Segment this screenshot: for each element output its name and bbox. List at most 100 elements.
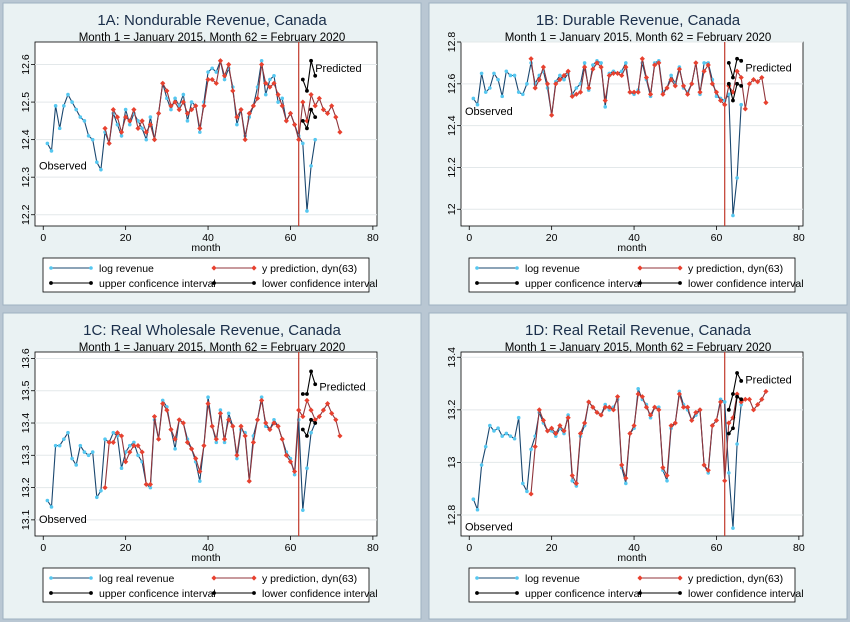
data-point-observed: [62, 104, 66, 108]
data-point-observed: [488, 86, 492, 90]
y-tick-label: 13: [446, 456, 458, 468]
data-point-predicted: [672, 83, 678, 89]
legend-item-predicted: y prediction, dyn(63): [637, 573, 783, 585]
data-point-observed: [62, 437, 66, 441]
data-point-predicted: [553, 430, 559, 437]
data-point-observed: [309, 164, 313, 168]
data-point-observed: [483, 90, 488, 94]
data-point-observed: [53, 443, 58, 448]
data-point-observed: [301, 508, 305, 512]
data-point-predicted: [738, 74, 744, 81]
data-point-predicted: [324, 110, 331, 116]
chart-subtitle: Month 1 = January 2015, Month 62 = Febru…: [79, 342, 346, 354]
data-point-predicted: [528, 56, 534, 62]
data-point-predicted: [647, 91, 654, 97]
legend-swatch-marker: [475, 281, 479, 285]
data-point-predicted: [156, 110, 162, 116]
data-point-observed: [566, 413, 570, 417]
legend-swatch-marker: [49, 266, 53, 270]
data-point-predicted: [664, 85, 670, 91]
legend-swatch-marker: [89, 266, 93, 270]
data-point-predicted: [627, 89, 633, 95]
data-point-predicted: [722, 102, 728, 108]
data-point-observed: [475, 507, 480, 512]
data-point-predicted: [180, 420, 186, 426]
data-point-predicted: [316, 413, 322, 420]
chart-title: 1D: Real Retail Revenue, Canada: [525, 322, 752, 339]
legend-item-lower: lower confidence interval: [638, 278, 804, 290]
y-tick-label: 12.4: [446, 115, 458, 136]
data-point-observed: [45, 141, 50, 146]
data-point-predicted: [763, 388, 769, 395]
data-point-predicted: [180, 99, 186, 105]
data-point-observed: [86, 134, 91, 138]
data-point-observed: [148, 115, 153, 119]
data-point-predicted: [184, 439, 191, 445]
data-point-predicted: [759, 74, 765, 81]
legend-swatch-marker: [89, 281, 93, 285]
legend-item-upper: upper conficence interval: [475, 588, 642, 600]
data-point-lower: [739, 397, 744, 402]
annotation-observed: Observed: [465, 106, 513, 118]
annotation-observed: Observed: [39, 514, 87, 526]
data-point-observed: [127, 122, 132, 127]
data-point-observed: [574, 484, 579, 488]
data-point-observed: [516, 90, 521, 94]
data-point-observed: [66, 430, 70, 435]
data-point-predicted: [283, 118, 289, 124]
data-point-predicted: [213, 436, 219, 442]
data-point-observed: [727, 92, 731, 97]
plot-area: [34, 41, 378, 227]
x-tick-label: 80: [793, 232, 805, 244]
data-point-predicted: [337, 129, 343, 135]
data-point-observed: [665, 479, 669, 483]
y-tick-label: 12: [446, 203, 458, 215]
data-point-lower: [731, 98, 735, 103]
y-tick-label: 13.3: [20, 445, 32, 466]
legend: [42, 257, 370, 293]
legend-label: lower confidence interval: [262, 278, 378, 290]
legend-swatch-marker: [252, 281, 256, 285]
data-point-observed: [669, 73, 673, 78]
data-point-observed: [272, 73, 276, 78]
data-point-predicted: [102, 484, 108, 491]
data-point-predicted: [643, 74, 650, 81]
data-point-predicted: [213, 80, 219, 86]
y-tick-label: 12.2: [446, 157, 458, 178]
data-point-predicted: [701, 68, 707, 74]
data-point-lower: [300, 427, 305, 432]
legend-label: y prediction, dyn(63): [262, 263, 357, 275]
data-point-predicted: [275, 91, 281, 98]
legend-item-lower: lower confidence interval: [212, 278, 378, 290]
data-point-predicted: [217, 58, 224, 64]
data-point-predicted: [279, 103, 285, 109]
x-tick-label: 80: [367, 542, 379, 554]
x-axis-label: month: [617, 552, 646, 564]
legend-swatch-marker: [677, 575, 683, 581]
data-point-upper: [309, 369, 313, 374]
data-point-observed: [521, 481, 525, 486]
data-point-predicted: [742, 396, 748, 402]
data-point-predicted: [746, 81, 753, 87]
data-point-predicted: [209, 76, 215, 83]
data-point-observed: [206, 395, 210, 399]
data-point-predicted: [114, 430, 121, 436]
data-point-predicted: [263, 420, 269, 426]
legend-swatch-marker: [637, 265, 643, 271]
data-point-observed: [210, 66, 214, 71]
legend-swatch-marker: [252, 591, 256, 595]
data-point-predicted: [242, 433, 248, 439]
data-point-predicted: [308, 407, 314, 413]
data-point-predicted: [118, 129, 125, 135]
data-point-predicted: [201, 443, 207, 449]
chart-panel-1b: 1B: Durable Revenue, Canada Month 1 = Jan…: [428, 2, 848, 306]
legend-label: upper conficence interval: [99, 278, 216, 290]
series-lower: [300, 417, 318, 438]
legend-swatch-marker: [677, 265, 683, 271]
legend-label: y prediction, dyn(63): [688, 263, 783, 275]
data-point-predicted: [197, 125, 203, 131]
legend-label: log revenue: [525, 263, 580, 275]
data-point-predicted: [172, 99, 178, 105]
legend-swatch-marker: [475, 576, 479, 580]
data-point-predicted: [635, 89, 641, 95]
